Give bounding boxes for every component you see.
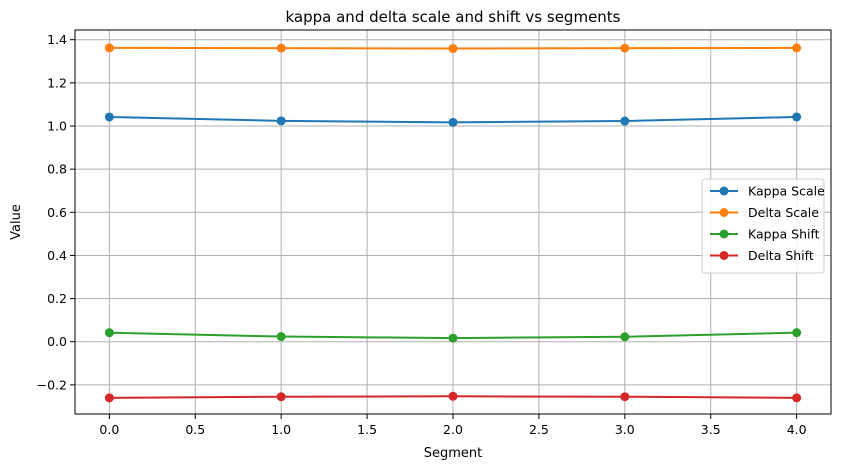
data-point xyxy=(792,43,802,53)
data-point xyxy=(620,43,630,53)
data-point xyxy=(620,392,630,402)
data-point xyxy=(104,43,114,53)
data-point xyxy=(620,332,630,342)
data-point xyxy=(276,116,286,126)
series-delta-shift xyxy=(104,391,802,403)
y-tick-label: 1.2 xyxy=(47,75,67,90)
data-point xyxy=(104,393,114,403)
series-kappa-shift xyxy=(104,328,802,343)
y-tick-label: 0.6 xyxy=(47,205,67,220)
data-point xyxy=(448,333,458,343)
x-tick-label: 1.5 xyxy=(357,422,377,437)
x-axis-label: Segment xyxy=(424,446,483,461)
legend-swatch-marker xyxy=(719,229,729,239)
data-point xyxy=(276,43,286,53)
x-tick-label: 4.0 xyxy=(787,422,807,437)
legend-item: Kappa Scale xyxy=(710,184,825,199)
data-point xyxy=(104,112,114,122)
data-point xyxy=(448,44,458,54)
x-tick-label: 2.5 xyxy=(529,422,549,437)
data-point xyxy=(448,391,458,401)
data-point xyxy=(792,328,802,338)
legend-item: Delta Shift xyxy=(710,248,814,263)
y-tick-label: 0.4 xyxy=(47,248,67,263)
y-tick-label: 0.8 xyxy=(47,162,67,177)
y-tick-label: 0.0 xyxy=(47,334,67,349)
legend-item: Kappa Shift xyxy=(710,227,820,242)
x-tick-label: 0.5 xyxy=(185,422,205,437)
y-tick-label: −0.2 xyxy=(37,377,67,392)
legend-label: Delta Scale xyxy=(748,205,819,220)
data-point xyxy=(276,392,286,402)
legend-label: Delta Shift xyxy=(748,248,814,263)
x-tick-label: 1.0 xyxy=(271,422,291,437)
x-tick-label: 0.0 xyxy=(99,422,119,437)
axis-ticks: 0.0 0.5 1.0 1.5 2.0 2.5 3.0 3.5 4.0 −0.2 0.0 0.2 0.4… xyxy=(37,32,807,437)
series-kappa-scale xyxy=(104,112,802,127)
y-axis-label: Value xyxy=(9,204,24,240)
legend-frame xyxy=(701,178,825,274)
data-point xyxy=(792,393,802,403)
legend-label: Kappa Scale xyxy=(748,184,825,199)
legend-swatch-marker xyxy=(719,208,729,217)
data-point xyxy=(620,116,630,126)
legend-swatch-marker xyxy=(719,186,729,196)
legend-swatch-marker xyxy=(719,251,729,260)
data-point xyxy=(276,332,286,342)
legend: Kappa Scale Delta Scale Kappa Shift Delta S… xyxy=(701,178,825,274)
chart-title: kappa and delta scale and shift vs segme… xyxy=(286,8,621,26)
legend-item: Delta Scale xyxy=(710,205,819,220)
x-tick-label: 3.5 xyxy=(701,422,721,437)
x-tick-label: 2.0 xyxy=(443,422,463,437)
y-tick-label: 0.2 xyxy=(47,291,67,306)
y-tick-label: 1.0 xyxy=(47,119,67,134)
data-point xyxy=(104,328,114,338)
x-tick-label: 3.0 xyxy=(615,422,635,437)
legend-label: Kappa Shift xyxy=(748,227,820,242)
series-delta-scale xyxy=(104,43,802,54)
data-point xyxy=(448,117,458,127)
data-point xyxy=(792,112,802,122)
data-series xyxy=(104,43,802,403)
y-tick-label: 1.4 xyxy=(47,32,67,47)
